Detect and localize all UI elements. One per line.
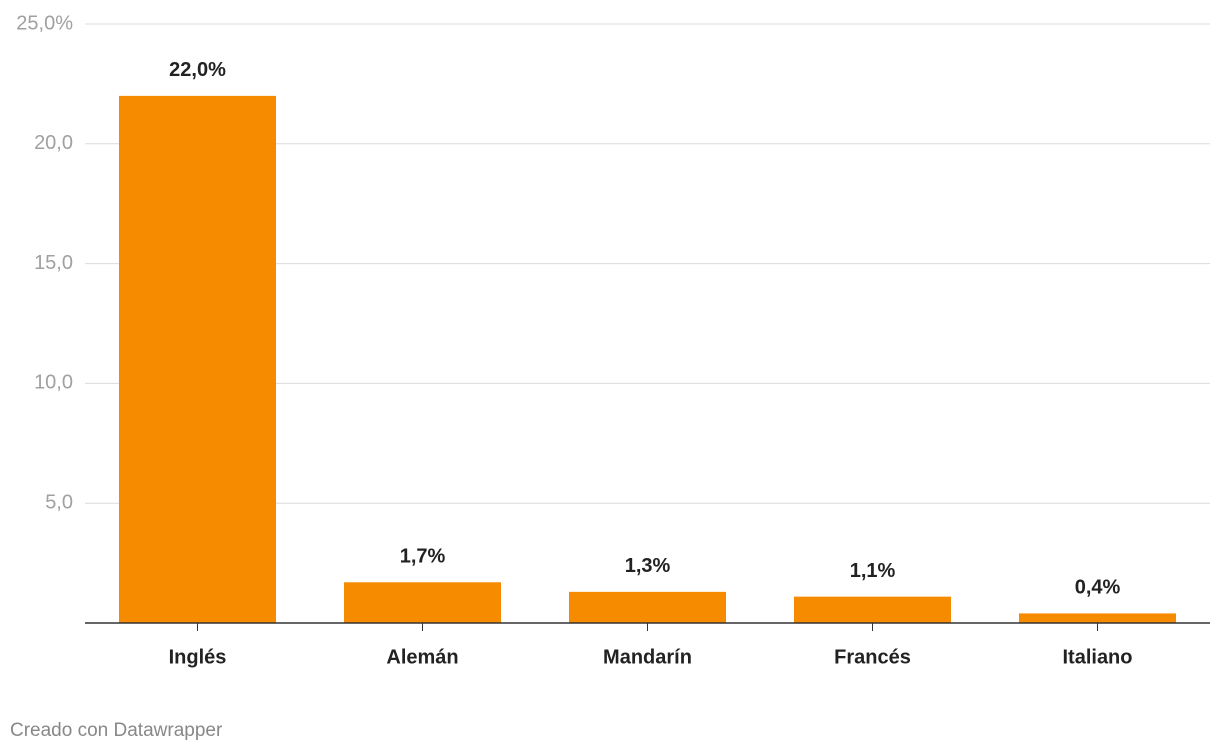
y-tick-label: 25,0%: [16, 12, 73, 34]
y-tick-label: 20,0: [34, 132, 73, 154]
y-tick-label: 15,0: [34, 252, 73, 274]
x-tick-label: Inglés: [169, 646, 227, 668]
y-tick-label: 10,0: [34, 372, 73, 394]
bar: [119, 95, 276, 623]
value-label: 1,3%: [625, 555, 671, 577]
credit: Creado con Datawrapper: [10, 720, 223, 741]
bar: [794, 596, 951, 623]
value-label: 1,7%: [400, 546, 446, 568]
x-tick-label: Alemán: [386, 646, 458, 668]
bar: [1019, 613, 1176, 623]
y-tick-label: 5,0: [45, 491, 73, 513]
x-tick-label: Mandarín: [603, 646, 692, 668]
x-tick-label: Francés: [834, 646, 911, 668]
bar: [344, 582, 501, 623]
value-label: 0,4%: [1075, 577, 1121, 599]
value-label: 1,1%: [850, 560, 896, 582]
value-label: 22,0%: [169, 59, 226, 81]
bar: [569, 591, 726, 623]
x-tick-label: Italiano: [1062, 646, 1132, 668]
